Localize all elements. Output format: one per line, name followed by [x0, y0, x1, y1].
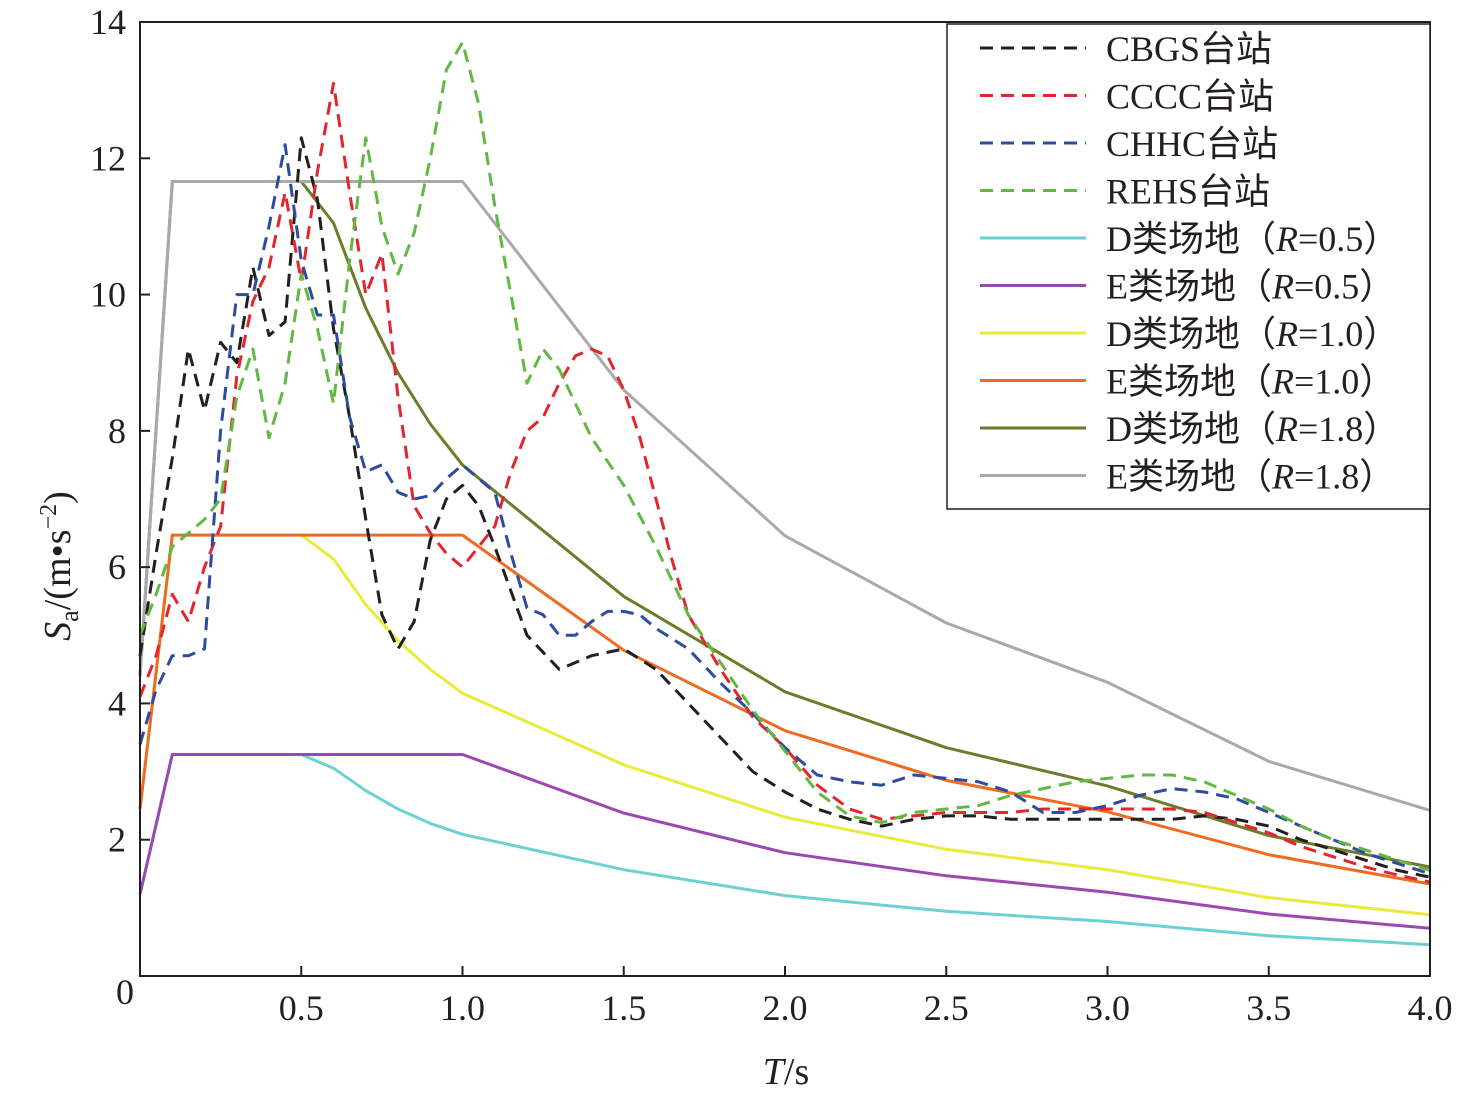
ticks-layer: 0.5 1.0 1.5 2.0 2.5 3.0 3.5 4.0 2 4 6 8 10 12 14	[90, 2, 1453, 1028]
series-line-2	[138, 81, 1431, 884]
legend-label-5: D类场地（R=0.5）	[1106, 219, 1399, 259]
legend-label-7: D类场地（R=1.0）	[1106, 314, 1399, 354]
y-tick-label: 10	[90, 275, 126, 315]
series-line-9	[138, 180, 1431, 869]
series-line-5	[138, 753, 1431, 947]
legend: CBGS台站 CCCC台站 CHHC台站 REHS台站 D类场地（R=0.5） E类场地（…	[946, 23, 1431, 510]
series-line-6	[138, 753, 1431, 930]
x-tick-label: 1.0	[440, 988, 485, 1028]
legend-label-1: CBGS台站	[1106, 29, 1272, 69]
y-tick-label: 8	[108, 411, 126, 451]
series-line-3	[138, 143, 1431, 876]
x-tick-label: 0.5	[279, 988, 324, 1028]
y-tick-label: 14	[90, 2, 126, 42]
x-axis-label-unit: /s	[784, 1051, 809, 1093]
legend-label-3: CHHC台站	[1106, 124, 1278, 164]
x-tick-label: 1.5	[601, 988, 646, 1028]
y-axis-label-var: S	[37, 622, 79, 641]
y-axis-label-sub: a	[55, 610, 84, 622]
series-layer	[138, 40, 1431, 947]
legend-label-10: E类场地（R=1.8）	[1106, 457, 1395, 497]
origin-label: 0	[116, 972, 134, 1012]
series-line-1	[138, 136, 1431, 879]
x-tick-label: 2.5	[924, 988, 969, 1028]
legend-items: CBGS台站 CCCC台站 CHHC台站 REHS台站 D类场地（R=0.5） E类场地（…	[980, 29, 1399, 497]
legend-label-8: E类场地（R=1.0）	[1106, 362, 1395, 402]
legend-label-2: CCCC台站	[1106, 77, 1274, 117]
y-tick-label: 6	[108, 547, 126, 587]
y-axis-label-sup: −2	[36, 504, 62, 530]
legend-label-4: REHS台站	[1106, 172, 1270, 212]
x-tick-label: 3.0	[1085, 988, 1130, 1028]
x-tick-label: 2.0	[763, 988, 808, 1028]
y-tick-label: 12	[90, 138, 126, 178]
legend-label-6: E类场地（R=0.5）	[1106, 267, 1395, 307]
y-axis-label-unit: /(m•s	[37, 529, 79, 610]
y-tick-label: 2	[108, 820, 126, 860]
x-tick-label: 3.5	[1246, 988, 1291, 1028]
series-line-7	[138, 533, 1431, 917]
x-axis-label-var: T	[763, 1051, 787, 1093]
series-line-10	[138, 180, 1431, 812]
legend-label-9: D类场地（R=1.8）	[1106, 409, 1399, 449]
x-tick-label: 4.0	[1408, 988, 1453, 1028]
x-axis-label: T/s	[763, 1051, 810, 1093]
y-axis-label-close: )	[37, 491, 79, 504]
y-tick-label: 4	[108, 683, 126, 723]
series-line-4	[138, 40, 1431, 872]
series-line-8	[138, 533, 1431, 886]
y-axis-label: Sa/(m•s−2)	[36, 491, 84, 641]
